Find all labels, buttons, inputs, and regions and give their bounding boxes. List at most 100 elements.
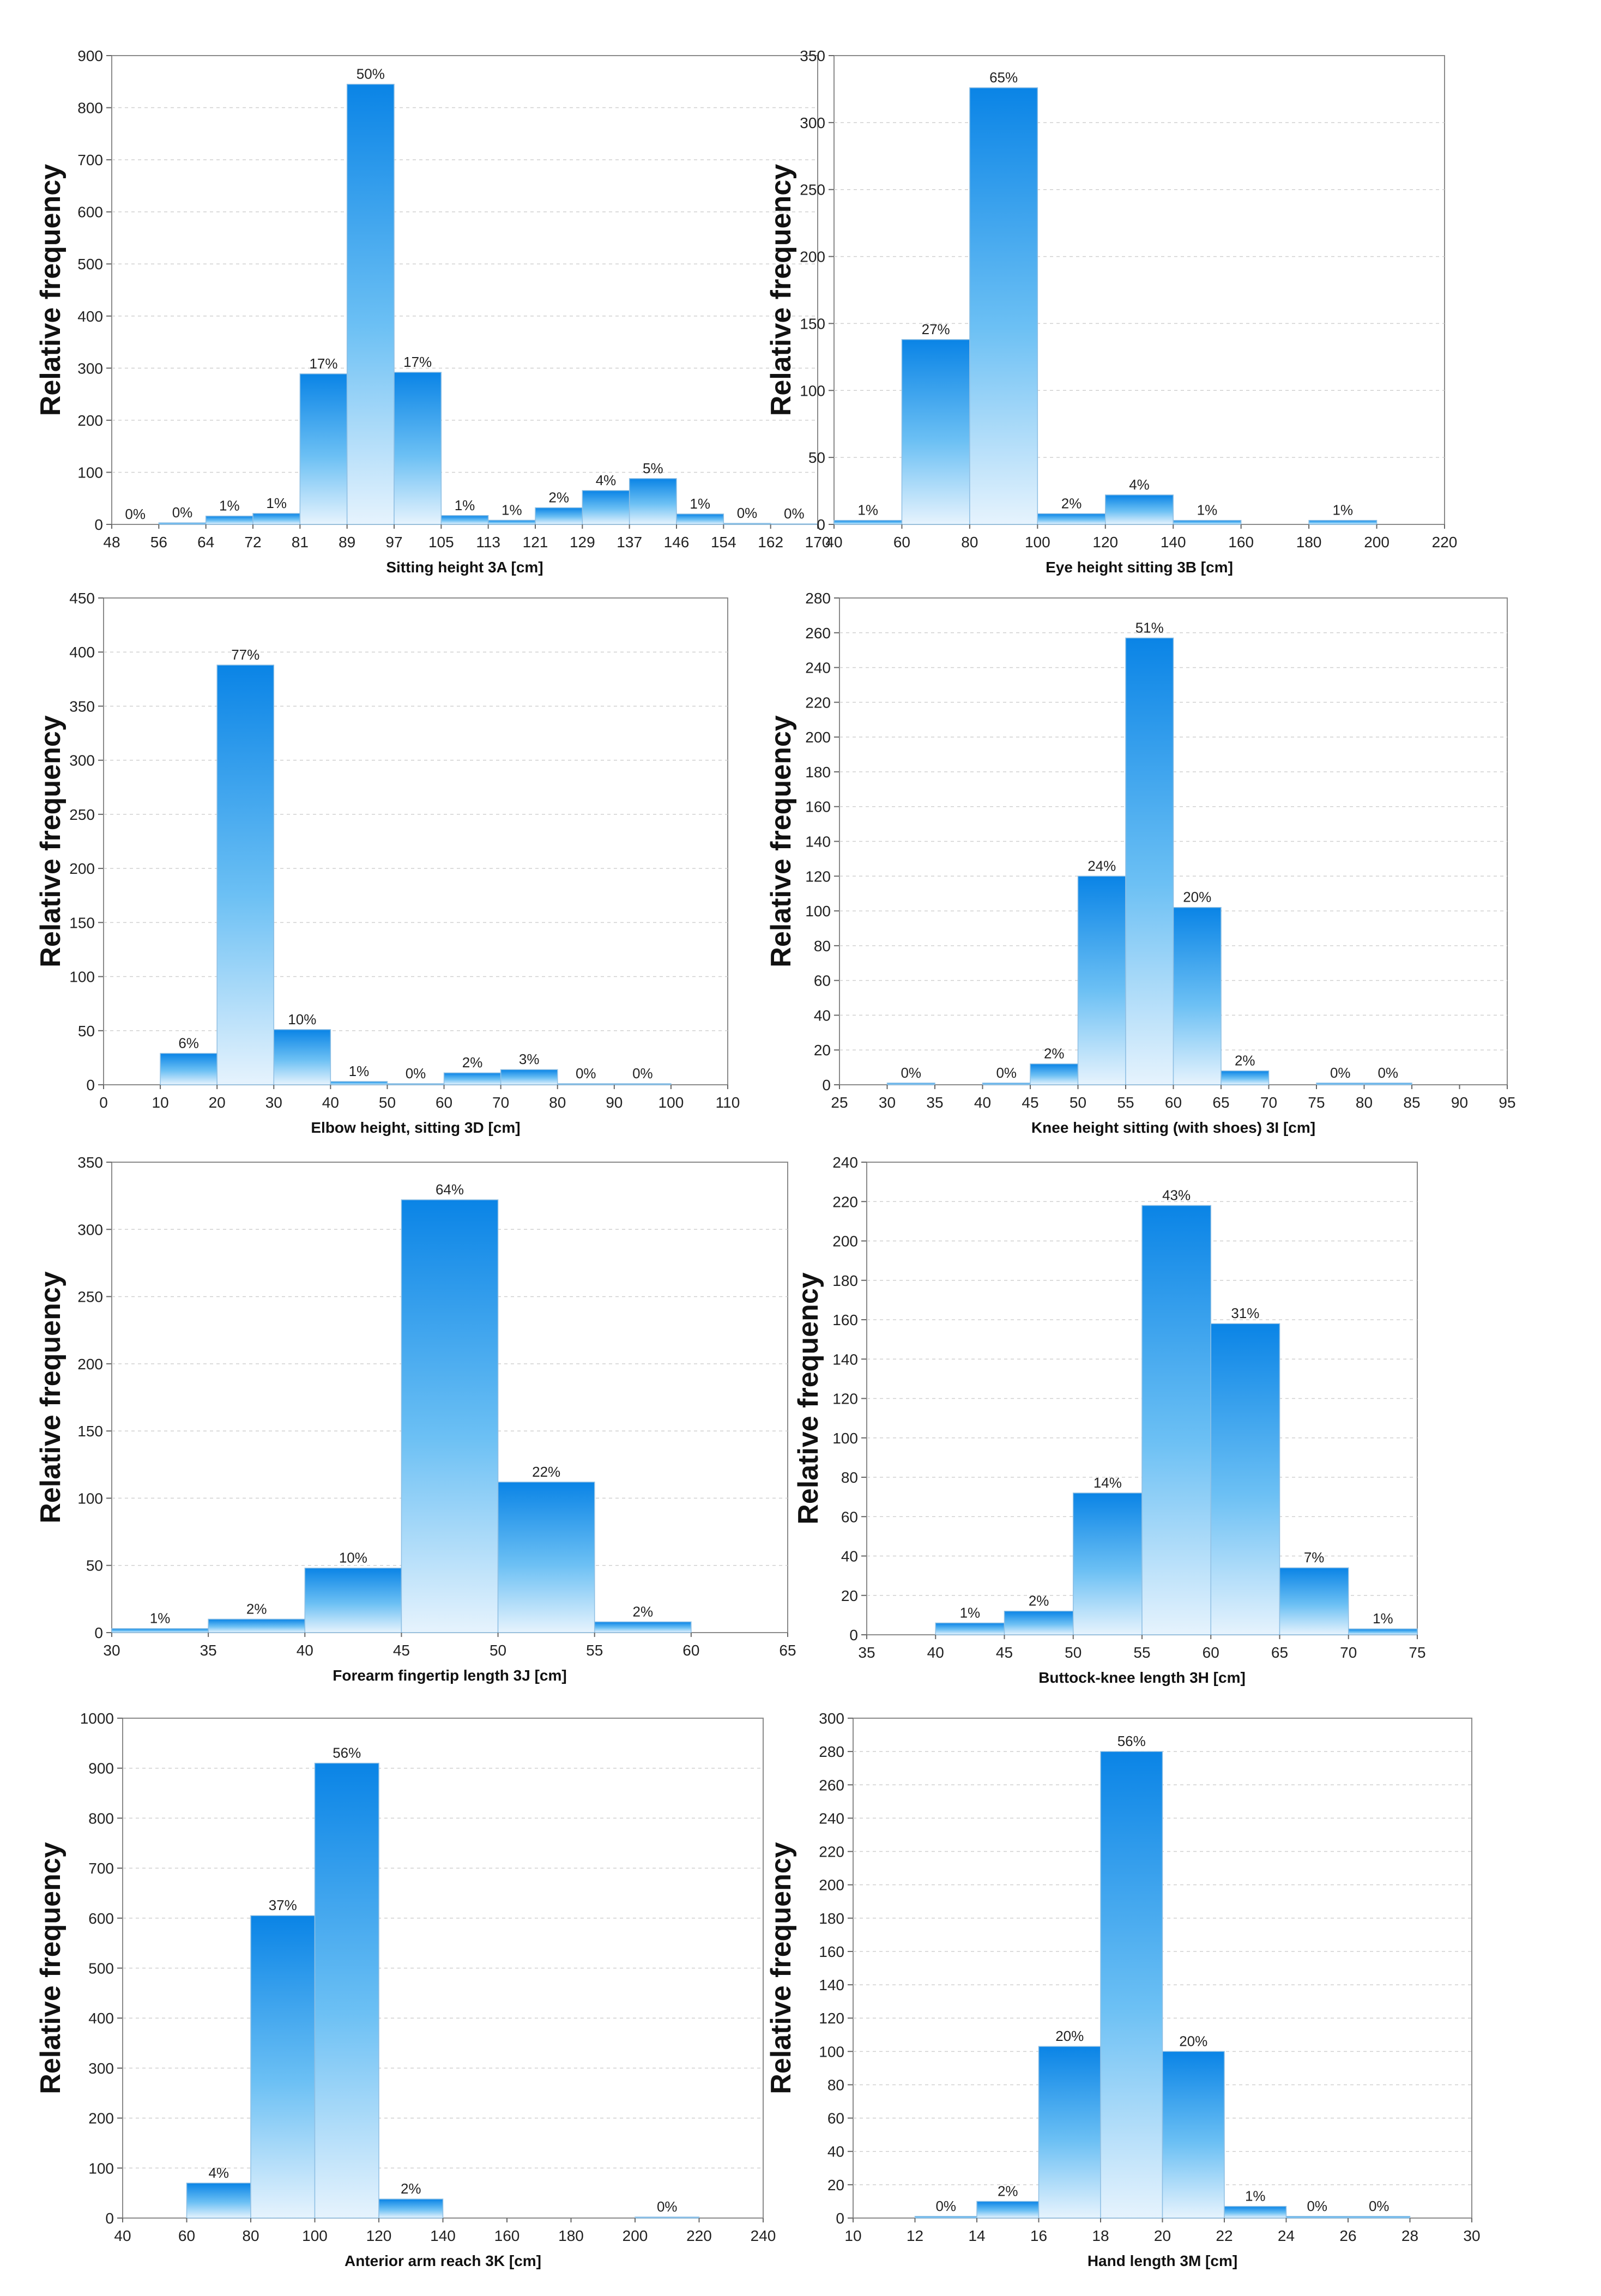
bar-percent-label: 1% (1333, 502, 1354, 518)
histogram-bar (186, 2183, 251, 2219)
x-tick-label: 0 (99, 1094, 108, 1111)
bar-percent-label: 1% (150, 1610, 171, 1627)
x-tick-label: 10 (152, 1094, 169, 1111)
histogram-bar (1285, 2216, 1349, 2219)
y-tick-label: 100 (77, 1490, 103, 1507)
histogram-bar (676, 513, 724, 525)
y-tick-label: 400 (77, 308, 103, 325)
y-tick-label: 0 (86, 1077, 95, 1093)
y-tick-label: 700 (77, 152, 103, 168)
y-tick-label: 160 (805, 799, 831, 815)
bar-percent-label: 2% (1235, 1052, 1255, 1068)
y-tick-label: 140 (832, 1351, 858, 1368)
bar-percent-label: 1% (455, 497, 475, 513)
chart-panel-5: 0 50 100 150 200 250 300 350 1% 2% 10% 64% 22% 2% 30 35… (35, 1150, 807, 1695)
x-tick-label: 35 (926, 1094, 943, 1111)
bar-percent-label: 2% (401, 2180, 421, 2197)
x-tick-label: 40 (322, 1094, 339, 1111)
x-tick-label: 40 (825, 534, 842, 551)
bar-percent-label: 2% (1061, 495, 1082, 511)
bar-percent-label: 0% (172, 504, 193, 521)
x-tick-label: 55 (1133, 1644, 1150, 1661)
bar-percent-label: 7% (1304, 1549, 1325, 1566)
bar-percent-label: 20% (1183, 889, 1211, 905)
x-tick-label: 26 (1339, 2227, 1356, 2244)
x-tick-label: 162 (758, 534, 783, 551)
bar-percent-label: 1% (219, 498, 240, 514)
x-tick-label: 100 (1025, 534, 1050, 551)
y-tick-label: 200 (88, 2110, 114, 2127)
y-tick-label: 500 (88, 1960, 114, 1977)
y-tick-label: 140 (805, 833, 831, 850)
histogram-bar (1224, 2206, 1287, 2219)
y-tick-label: 250 (77, 1289, 103, 1306)
bar-percent-label: 56% (333, 1745, 361, 1761)
histogram-bar (205, 515, 253, 525)
histogram-bar (1210, 1323, 1280, 1635)
x-tick-label: 95 (1499, 1094, 1515, 1111)
bar-percent-label: 17% (403, 354, 432, 370)
y-axis-title: Relative frequency (35, 1842, 67, 2094)
y-tick-label: 0 (849, 1627, 858, 1644)
x-tick-label: 35 (858, 1644, 875, 1661)
histogram-bar (582, 490, 630, 525)
x-tick-label: 20 (1154, 2227, 1171, 2244)
x-tick-label: 30 (879, 1094, 896, 1111)
x-tick-label: 170 (805, 534, 831, 551)
x-tick-label: 89 (339, 534, 355, 551)
x-tick-label: 70 (492, 1094, 509, 1111)
y-tick-label: 600 (77, 204, 103, 221)
y-tick-label: 60 (827, 2110, 844, 2127)
x-tick-label: 75 (1308, 1094, 1325, 1111)
histogram-bar (273, 1029, 331, 1085)
y-tick-label: 300 (77, 360, 103, 377)
y-axis-title: Relative frequency (765, 715, 797, 967)
y-tick-label: 100 (832, 1430, 858, 1447)
y-tick-label: 200 (69, 860, 95, 877)
y-tick-label: 20 (841, 1587, 858, 1604)
x-tick-label: 30 (1463, 2227, 1480, 2244)
histogram-bar (886, 1083, 935, 1085)
histogram-bar (935, 1622, 1005, 1635)
chart-panel-7: 0 100 200 300 400 500 600 700 800 900 1000 4% 37% 56%… (35, 1706, 807, 2279)
x-tick-label: 35 (200, 1642, 217, 1659)
x-axis-title: Anterior arm reach 3K [cm] (345, 2252, 541, 2269)
histogram-bar (401, 1199, 499, 1633)
y-tick-label: 900 (88, 1760, 114, 1777)
bar-percent-label: 20% (1055, 2028, 1084, 2044)
histogram-bar (1279, 1567, 1349, 1635)
x-tick-label: 80 (961, 534, 978, 551)
x-tick-label: 113 (476, 534, 500, 551)
histogram-bar (304, 1567, 402, 1633)
histogram-bar (969, 87, 1038, 525)
y-tick-label: 600 (88, 1910, 114, 1927)
histogram-bar (440, 515, 489, 525)
x-tick-label: 25 (831, 1094, 848, 1111)
y-tick-label: 200 (819, 1877, 844, 1894)
histogram-bar (629, 478, 677, 525)
histogram-bar (557, 1083, 615, 1085)
bar-percent-label: 1% (266, 495, 287, 511)
histogram-anterior-arm-reach: 0 100 200 300 400 500 600 700 800 900 1000 4% 37% 56%… (35, 1710, 776, 2269)
y-axis-title: Relative frequency (35, 164, 67, 416)
x-tick-label: 60 (1165, 1094, 1182, 1111)
x-tick-label: 14 (968, 2227, 985, 2244)
x-tick-label: 45 (1022, 1094, 1038, 1111)
y-tick-label: 150 (69, 914, 95, 931)
y-axis-title: Relative frequency (793, 1272, 824, 1524)
x-tick-label: 97 (385, 534, 402, 551)
bar-percent-label: 1% (1197, 502, 1218, 518)
x-tick-label: 180 (558, 2227, 584, 2244)
x-tick-label: 40 (927, 1644, 944, 1661)
x-tick-label: 60 (893, 534, 910, 551)
histogram-bar (346, 83, 395, 525)
y-tick-label: 120 (805, 868, 831, 885)
y-tick-label: 0 (94, 1624, 103, 1641)
bar-percent-label: 0% (657, 2198, 678, 2215)
x-tick-label: 129 (570, 534, 595, 551)
x-tick-label: 60 (1203, 1644, 1219, 1661)
y-tick-label: 20 (827, 2177, 844, 2194)
y-tick-label: 80 (814, 938, 831, 954)
y-axis-title: Relative frequency (765, 164, 797, 416)
